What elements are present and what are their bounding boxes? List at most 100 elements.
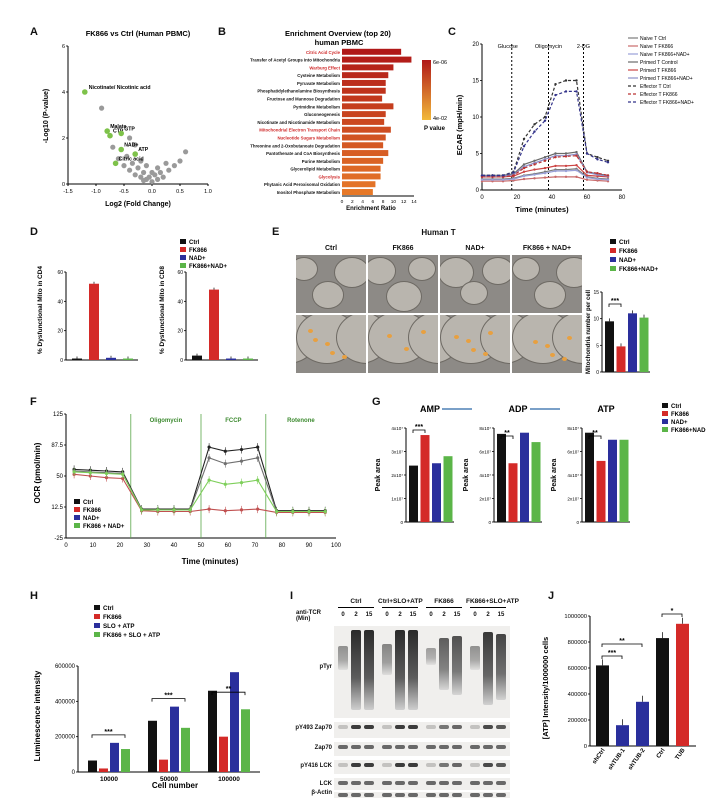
bar [508,463,518,522]
bar [616,725,629,746]
bar [531,442,541,522]
enrichment-chart: Enrichment Overview (top 20) human PBMC … [250,29,447,212]
significance-label: *** [104,729,112,736]
em-col-header-fk866: FK866 [392,245,414,252]
protein-band [351,793,361,797]
lane-group-label: Ctrl+SLO+ATP [378,598,423,605]
highlight-point [82,89,88,95]
legend-label: FK866 [103,614,122,621]
enrichment-bar [342,79,386,86]
blot-row-label: pTyr [319,664,332,670]
y-tick-label: 20 [472,42,479,48]
category-label: Warburg Effect [309,65,340,70]
p-value-colorbar [422,60,431,120]
data-point [127,135,133,141]
panel-label-d: D [30,226,38,238]
y-axis-label: OCR (pmol/min) [33,442,42,503]
panel-label-c: C [448,26,456,38]
protein-band [364,763,374,767]
x-tick-label: 10000 [100,776,118,783]
lane-group-underline [338,607,374,608]
series-line [482,90,609,176]
y-tick-label: 87.5 [51,443,63,449]
y-tick-label: 125 [53,412,64,418]
y-tick-label: -25 [54,536,63,542]
y-tick-label: 0 [584,744,587,750]
category-label: Inositol Phosphate Metabolism [277,190,340,195]
y-tick-label: 4x10⁷ [479,473,491,478]
bar [123,358,133,360]
time-label: 15 [497,612,505,618]
x-axis-label: Cell number [152,781,198,790]
significance-label: *** [608,650,616,657]
panel-a: FK866 vs Ctrl (Human PBMC) Log2 (Fold Ch… [38,24,218,214]
category-label: Glycerolipid Metabolism [290,167,340,172]
mitochondria-marker [550,353,555,357]
legend-label: Ctrl [189,240,200,246]
protein-band [395,745,405,749]
bar [497,433,506,522]
blot-row-label: pY493 Zap70 [295,725,332,731]
protein-band [382,781,392,785]
legend-label: FK866 [83,508,102,514]
y-tick-label: 1x10⁷ [391,497,403,502]
y-tick-label: 0 [62,182,65,188]
protein-band [408,793,418,797]
cell-body [512,257,540,282]
highlight-point [132,151,138,157]
ptyr-smear [351,630,361,710]
data-point [115,156,121,162]
legend-label: NAD+ [83,516,100,522]
point-annotation: NAD+ [124,143,138,149]
legend-label: NAD+ [189,256,206,262]
bar [628,313,637,372]
ptyr-smear [382,644,392,675]
panel-d: % Dysfunctional Mito in CD4 % Dysfunctio… [30,232,265,382]
y-tick-label: 3x10⁷ [391,450,403,455]
mitochondria-marker [488,331,493,335]
bar [676,623,689,746]
significance-label: *** [415,424,423,431]
data-point [124,153,130,159]
series-point [480,178,484,181]
point-annotation: GTP [124,126,135,132]
enrichment-bar [342,181,376,188]
y-tick-label: 2x10⁷ [391,473,403,478]
protein-band [439,781,449,785]
legend-swatch [74,515,80,520]
bar [148,720,157,772]
mitochondria-marker [471,348,476,352]
protein-band [452,745,462,749]
ptyr-smear [364,630,374,710]
panel-h: Cell number Luminescence intensity 0 2000… [30,596,270,792]
highlight-point [118,130,124,137]
enrichment-bar [342,150,389,157]
data-point [110,144,116,150]
panel-e-chart: Mitochondria number per cell 0 5 10 15 *** Ct… [580,232,706,382]
y-tick-label: 60 [177,270,183,276]
em-col-header-ctrl: Ctrl [324,245,338,252]
category-label: Mitochondrial Electron Transport Chain [259,128,340,133]
series-point [512,177,515,181]
injection-label: FCCP [225,418,241,424]
bar [443,456,453,522]
x-tick-label: 60 [225,543,232,549]
panel-e-images: Human T Ctrl FK866 NAD+ FK866 + NAD+ [296,228,582,378]
em-micrograph [368,255,438,313]
em-col-header-nad: NAD+ [465,245,485,252]
significance-bracket [211,691,246,696]
legend-label: Primed T FK866+NAD+ [640,76,693,82]
highlight-point [118,146,124,153]
legend-label: FK866 + NAD+ [83,524,125,530]
legend-label: Naive T FK866 [640,44,673,50]
x-tick-label: 50 [198,543,205,549]
protein-band [470,725,480,729]
bar [409,465,418,522]
panel-label-j: J [548,590,555,602]
bar [110,742,119,772]
legend-label: FK866+NAD+ [189,264,228,270]
series-line [74,471,326,513]
series-point [564,155,568,158]
lane-group-label: FK866 [434,598,454,605]
legend-label: Naive T FK866+NAD+ [640,52,690,58]
